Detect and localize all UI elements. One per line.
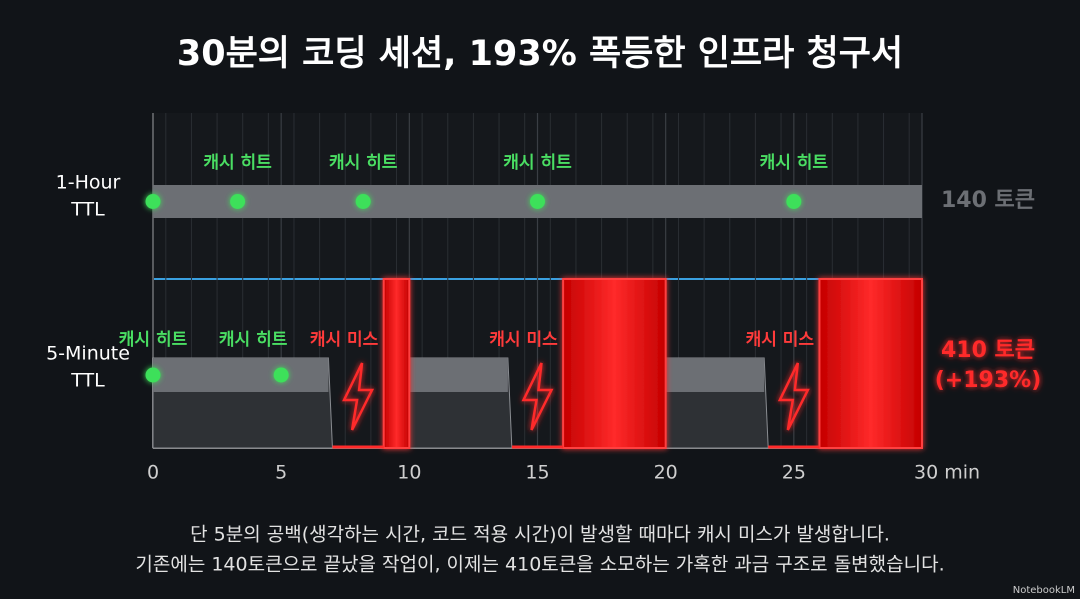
caption-line: 기존에는 140토큰으로 끝났을 작업이, 이제는 410토큰을 소모하는 가혹… — [135, 554, 944, 576]
hit-label: 캐시 히트 — [203, 153, 272, 173]
row-label: 1-Hour — [56, 172, 121, 194]
recompute-bar — [382, 278, 411, 449]
row-total: 410 토큰 — [941, 338, 1035, 363]
recompute-bar — [818, 278, 924, 449]
x-tick-label: 20 — [654, 462, 678, 484]
row-total: (+193%) — [935, 368, 1042, 393]
hit-label: 캐시 히트 — [219, 330, 288, 350]
cached-top — [409, 358, 508, 392]
hit-dot — [355, 194, 371, 209]
cached-top — [665, 358, 765, 392]
miss-bolt — [777, 362, 810, 431]
hit-label: 캐시 히트 — [503, 153, 572, 173]
hit-dot — [273, 367, 289, 383]
watermark: NotebookLM — [1013, 585, 1075, 596]
miss-label: 캐시 미스 — [310, 330, 379, 350]
hit-label: 캐시 히트 — [760, 153, 829, 173]
cached-top — [153, 358, 329, 392]
miss-bolt — [342, 362, 375, 431]
x-tick-label: 5 — [275, 462, 287, 484]
row-label: TTL — [70, 370, 105, 392]
hit-label: 캐시 히트 — [329, 153, 398, 173]
x-tick-label: 0 — [147, 462, 159, 484]
miss-bolt — [521, 362, 554, 431]
row-label: 5-Minute — [46, 343, 130, 365]
x-tick-label: 15 — [525, 462, 549, 484]
hit-dot — [145, 194, 161, 209]
miss-label: 캐시 미스 — [489, 330, 558, 350]
x-tick-label: 25 — [782, 462, 806, 484]
chart-title: 30분의 코딩 세션, 193% 폭등한 인프라 청구서 — [177, 34, 903, 74]
miss-label: 캐시 미스 — [746, 330, 815, 350]
caption-line: 단 5분의 공백(생각하는 시간, 코드 적용 시간)이 발생할 때마다 캐시 … — [190, 524, 890, 546]
recompute-bar — [562, 278, 667, 449]
row-total: 140 토큰 — [941, 188, 1035, 213]
row-label: TTL — [70, 199, 105, 221]
x-tick-label: 30 min — [914, 462, 980, 484]
hit-dot — [230, 194, 246, 209]
hit-dot — [786, 194, 802, 209]
x-tick-label: 10 — [397, 462, 421, 484]
hit-dot — [530, 194, 545, 209]
hit-dot — [145, 367, 161, 383]
hit-label: 캐시 히트 — [119, 330, 188, 350]
